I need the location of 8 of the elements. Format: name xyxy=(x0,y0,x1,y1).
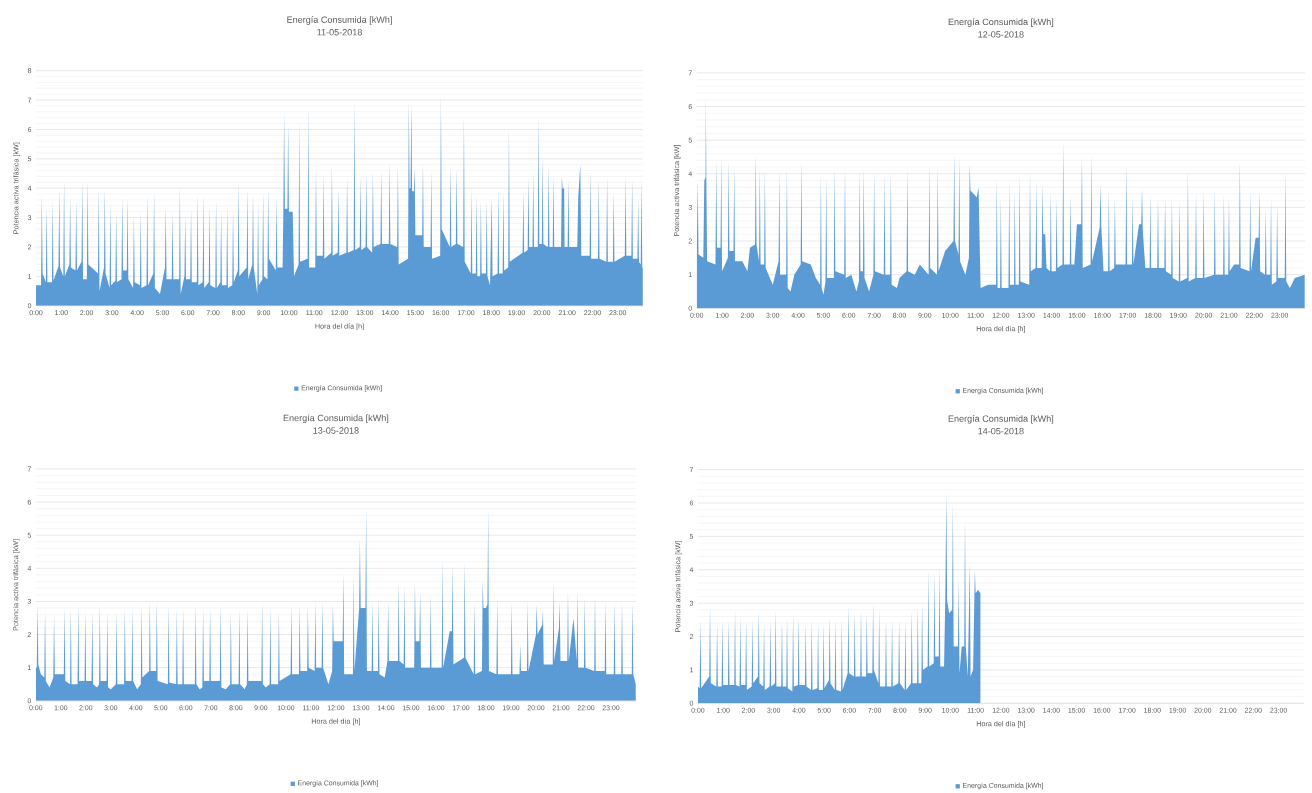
chart-title: Energía Consumida [kWh] xyxy=(948,415,1054,424)
chart-title: Energía Consumida [kWh] xyxy=(283,414,389,423)
chart-subtitle: 12-05-2018 xyxy=(978,31,1024,38)
chart-subtitle: 13-05-2018 xyxy=(313,427,359,434)
chart-subtitle: 11-05-2018 xyxy=(317,29,362,36)
chart-subtitle: 14-05-2018 xyxy=(978,427,1024,435)
chart-title: Energía Consumida [kWh] xyxy=(287,16,392,25)
chart-title: Energía Consumida [kWh] xyxy=(948,18,1054,27)
